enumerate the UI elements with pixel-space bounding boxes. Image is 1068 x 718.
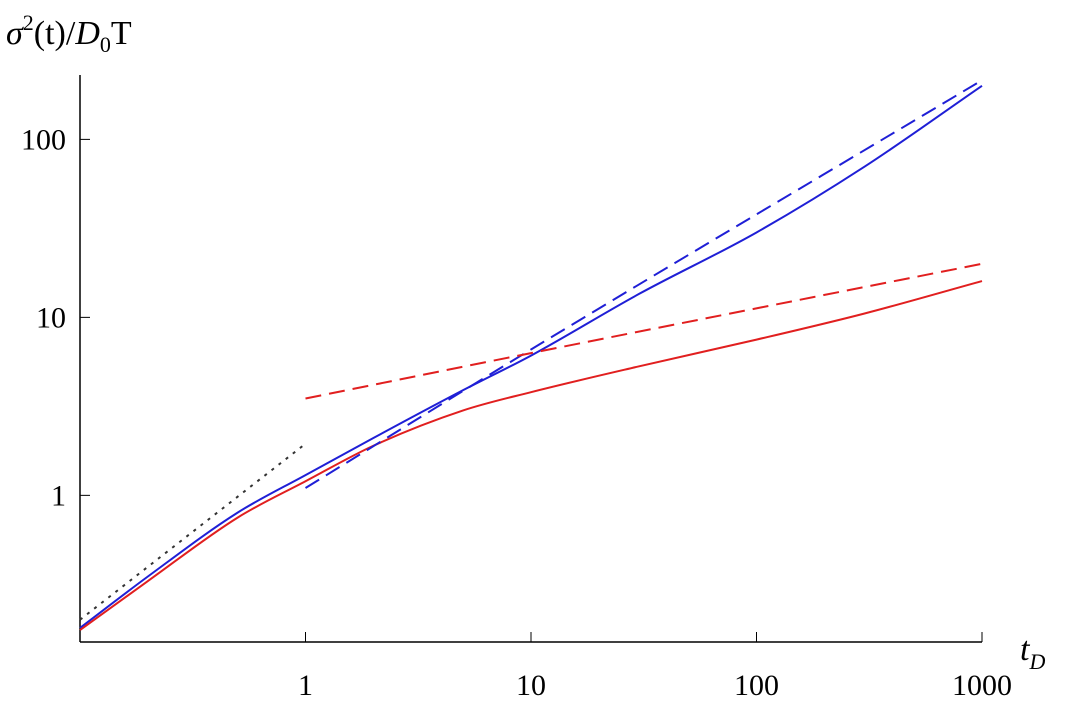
blue-dashed-line xyxy=(304,79,983,489)
x-tick-label: 100 xyxy=(734,669,779,702)
y-label-mid: (t)/ xyxy=(34,15,76,52)
red-dashed-line xyxy=(305,262,983,400)
y-axis-label: σ2(t)/D0T xyxy=(6,10,132,57)
y-label-base: σ xyxy=(6,15,24,52)
x-tick-label: 10 xyxy=(516,669,546,702)
x-tick-label: 1000 xyxy=(952,669,1012,702)
black-dotted-line xyxy=(79,442,307,621)
x-tick-label: 1 xyxy=(298,669,313,702)
y-label-d: D xyxy=(74,15,100,52)
ticks: 1 10 100 1000 1 10 100 xyxy=(21,123,1012,702)
y-tick-label: 1 xyxy=(51,479,66,512)
x-axis-label: tD xyxy=(1020,631,1045,674)
x-label-base: t xyxy=(1020,631,1031,668)
y-label-sub: 0 xyxy=(100,32,111,57)
y-label-tail: T xyxy=(111,15,132,52)
y-tick-label: 100 xyxy=(21,123,66,156)
y-tick-label: 10 xyxy=(36,301,66,334)
x-label-sub: D xyxy=(1028,649,1045,674)
series-layer xyxy=(79,79,983,631)
red-solid-curve xyxy=(79,280,983,631)
blue-solid-curve xyxy=(79,84,983,629)
y-label-sup: 2 xyxy=(23,10,34,35)
